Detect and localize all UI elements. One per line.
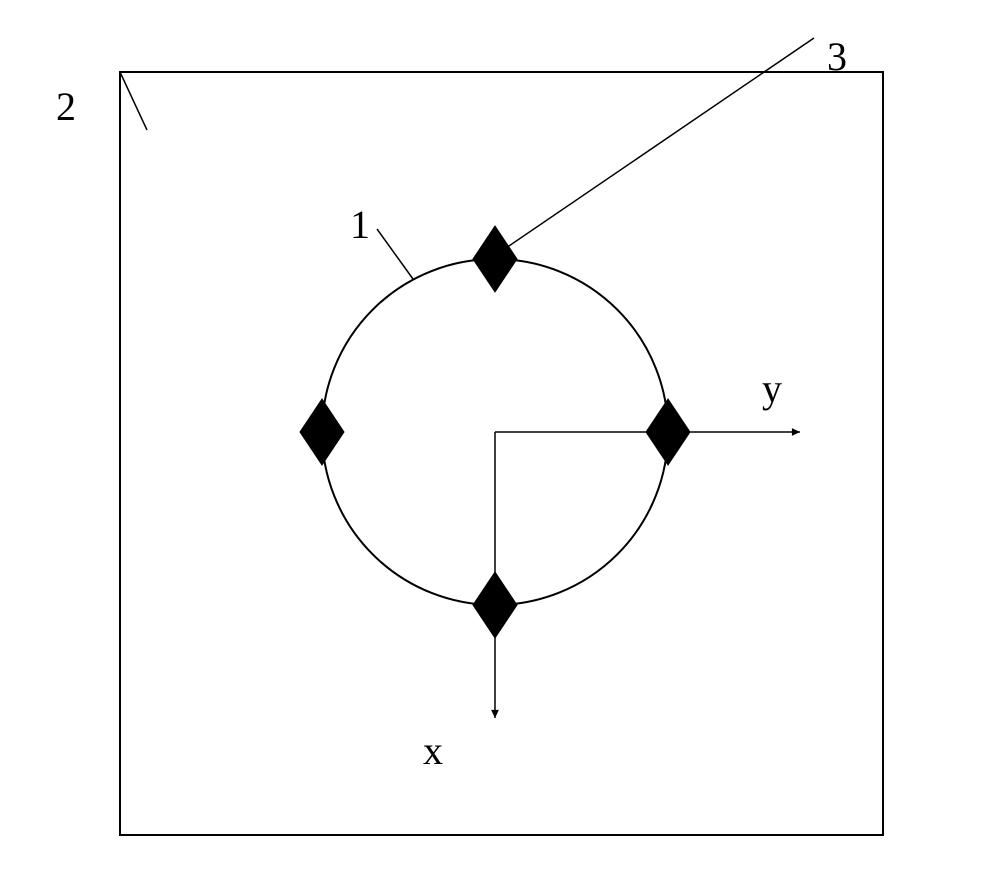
label-1: 1 [350, 201, 370, 248]
diagram-root: 1 2 3 x y [0, 0, 1000, 869]
label-3: 3 [827, 33, 847, 80]
axis-x-label: x [423, 727, 443, 774]
diagram-svg [0, 0, 1000, 869]
axis-y-label: y [762, 365, 782, 412]
label-2: 2 [56, 83, 76, 130]
